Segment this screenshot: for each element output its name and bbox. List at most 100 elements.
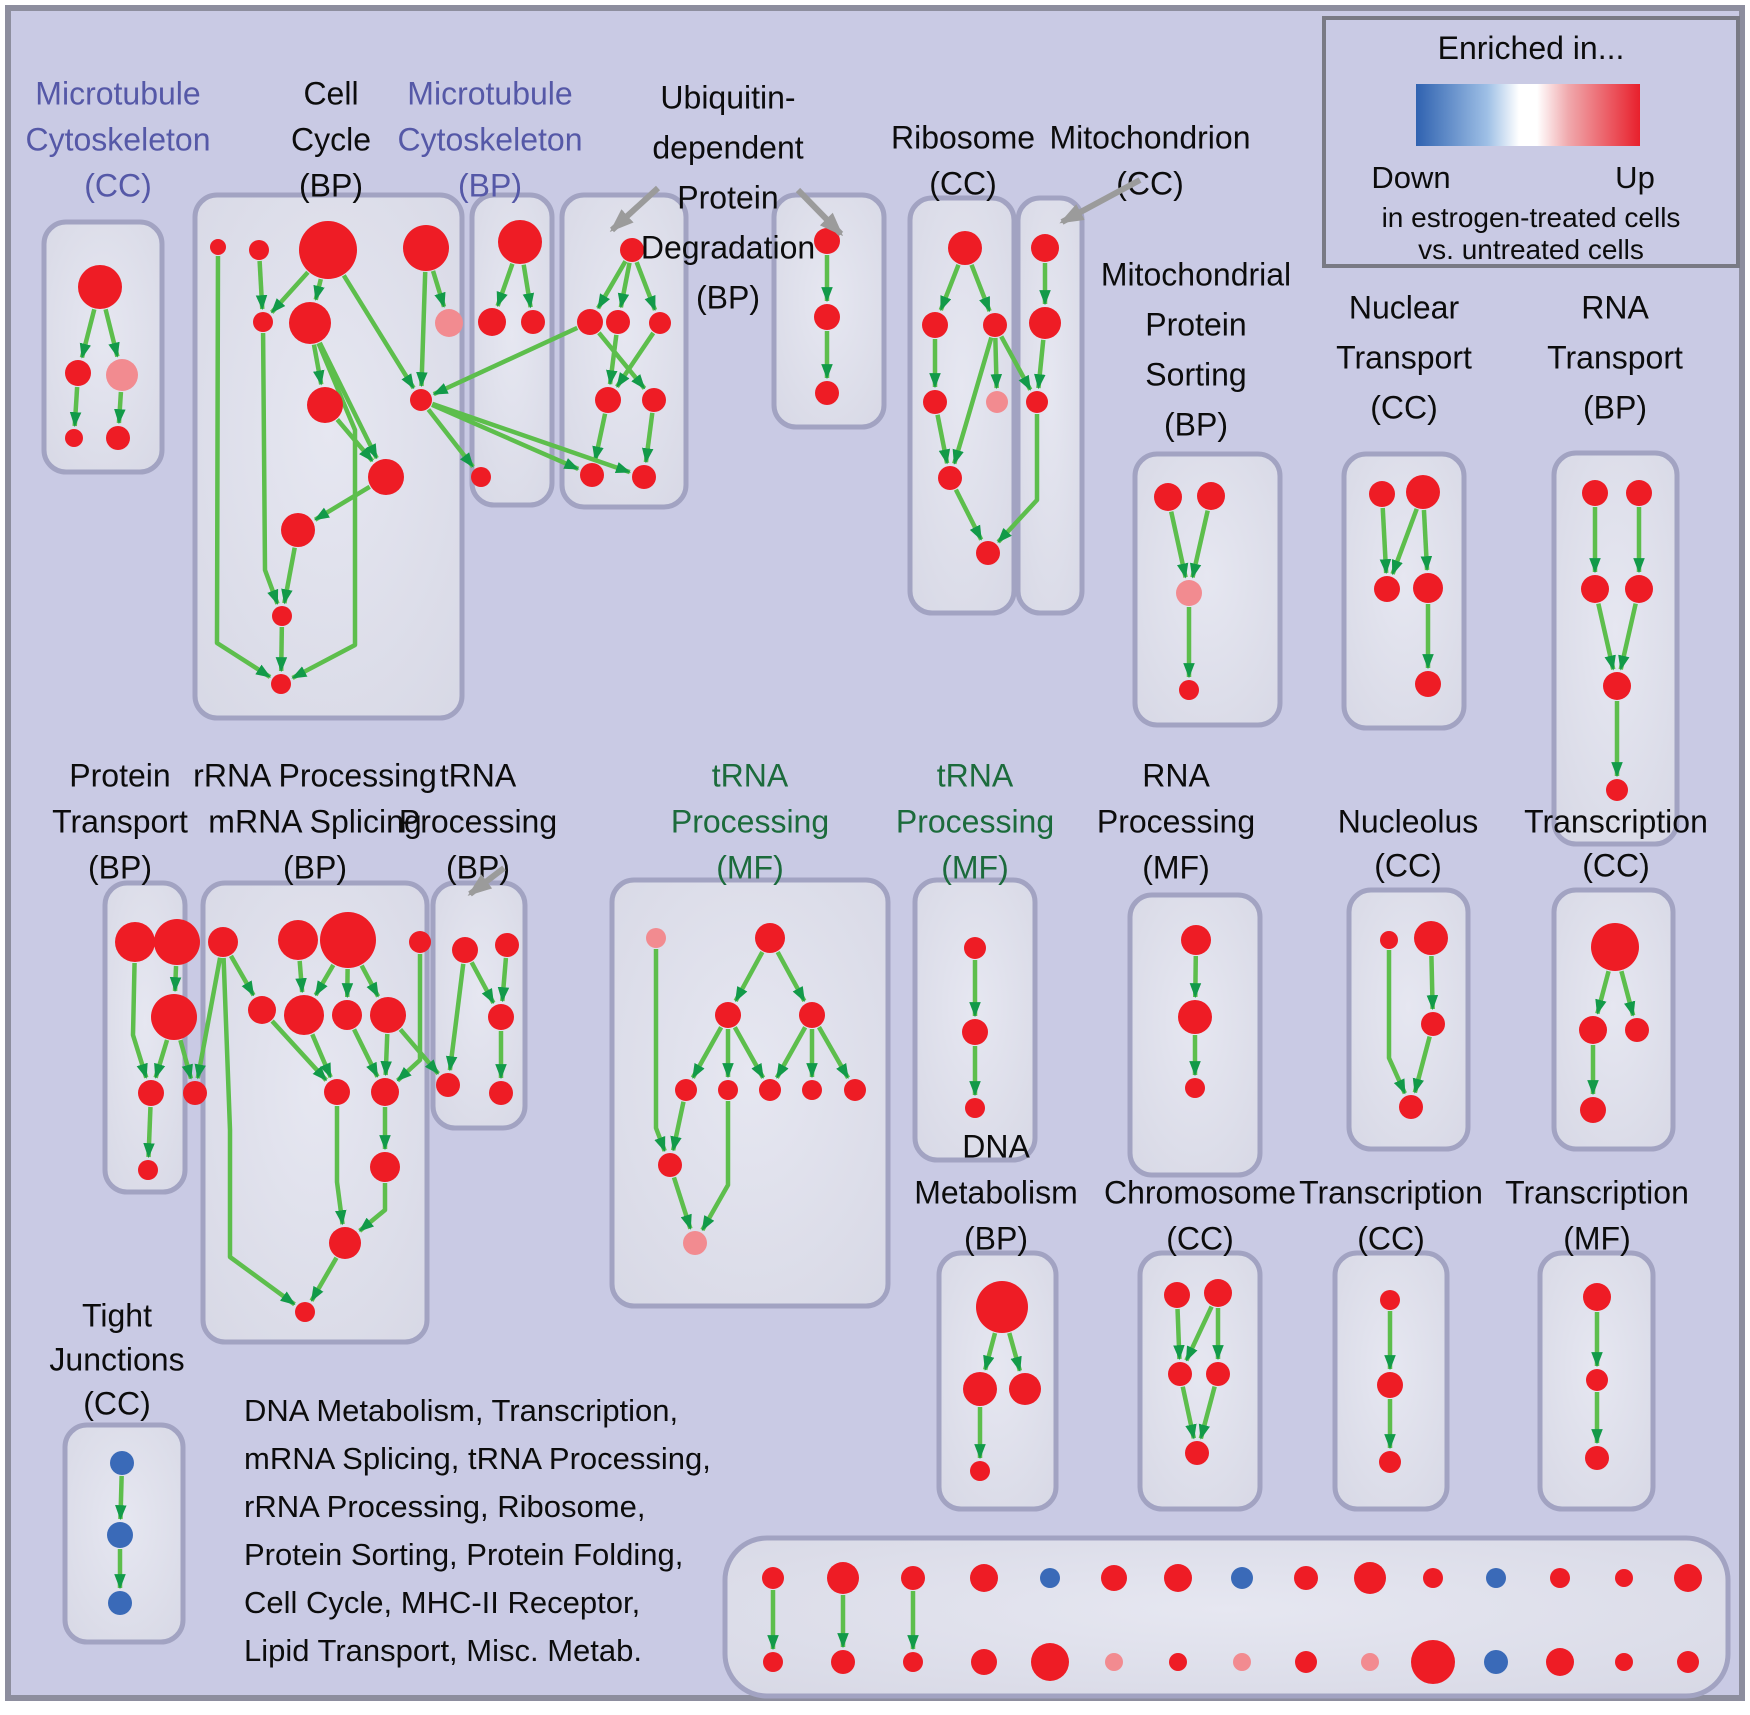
cluster-label-transcription-cc-top: (CC)	[1582, 847, 1650, 883]
edge-arrow	[130, 962, 149, 1079]
go-term-node	[272, 606, 292, 626]
go-term-node	[1040, 1568, 1060, 1588]
cluster-label-transcription-cc-bottom: (CC)	[1357, 1220, 1425, 1256]
go-term-node	[154, 919, 200, 965]
cluster-label-cell-cycle-bp: Cell	[303, 75, 358, 111]
edge-arrow	[469, 961, 496, 1004]
go-term-node	[110, 1451, 134, 1475]
go-term-node	[1294, 1566, 1318, 1590]
go-term-node	[1169, 1653, 1187, 1671]
go-term-node	[1625, 575, 1653, 603]
go-term-node	[577, 309, 603, 335]
go-term-node	[78, 265, 122, 309]
go-term-node	[646, 928, 666, 948]
misc-note-line: rRNA Processing, Ribosome,	[244, 1489, 645, 1524]
cluster-box-nuclear-transport-cc	[1341, 451, 1467, 731]
edge-arrow	[983, 1332, 998, 1371]
edge-arrow	[617, 262, 632, 309]
edge-arrow	[310, 1033, 333, 1079]
go-term-node	[138, 1160, 158, 1180]
go-term-node	[1421, 1012, 1445, 1036]
go-term-node	[1233, 1653, 1251, 1671]
edge-arrow	[317, 341, 379, 460]
go-term-node	[1206, 1362, 1230, 1386]
go-term-node	[1674, 1564, 1702, 1592]
edge-arrow	[1169, 511, 1189, 579]
edge-arrow	[426, 408, 475, 469]
go-term-node	[332, 1000, 362, 1030]
go-term-node	[1380, 931, 1398, 949]
go-term-node	[1295, 1651, 1317, 1673]
edge-arrow	[430, 270, 447, 308]
misc-note-line: Cell Cycle, MHC-II Receptor,	[244, 1585, 640, 1620]
cluster-label-rna-transport-bp: (BP)	[1583, 389, 1647, 425]
go-term-node	[253, 312, 273, 332]
go-term-node	[1179, 680, 1199, 700]
go-term-node	[762, 1567, 784, 1589]
go-term-node	[963, 1372, 997, 1406]
edge-arrow	[969, 263, 992, 313]
cluster-label-rrna-mrna-bp: rRNA Processing	[193, 757, 437, 793]
edge-arrow	[445, 963, 466, 1072]
go-term-node	[675, 1079, 697, 1101]
cluster-label-trna-processing-mf-1: Processing	[671, 803, 829, 839]
go-term-node	[1031, 234, 1059, 262]
cluster-label-trna-processing-mf-1: tRNA	[712, 757, 789, 793]
edge-arrow	[1412, 1035, 1432, 1094]
go-term-node	[844, 1079, 866, 1101]
cluster-label-microtubule-bp: Microtubule	[407, 75, 572, 111]
cluster-label-ribosome-cc: Ribosome	[891, 119, 1035, 155]
edge-arrow	[270, 270, 310, 314]
go-term-node	[1591, 923, 1639, 971]
cluster-label-ubiquitin-bp-a: Ubiquitin-	[660, 79, 795, 115]
edge-arrow	[169, 965, 182, 993]
go-term-node	[435, 309, 463, 337]
cluster-box-mitochondrion-cc	[1015, 195, 1085, 616]
go-term-node	[471, 467, 491, 487]
go-term-node	[1354, 1562, 1386, 1594]
go-term-node	[488, 1004, 514, 1030]
go-term-node	[1399, 1095, 1423, 1119]
edge-arrow	[309, 1256, 339, 1302]
cluster-box-rna-transport-bp	[1551, 450, 1680, 847]
edge-arrow	[732, 1026, 766, 1079]
edge-arrow	[1390, 508, 1419, 576]
edge-arrow	[935, 414, 951, 465]
cluster-label-ubiquitin-bp-a: Protein	[677, 179, 778, 215]
go-term-node	[903, 1652, 923, 1672]
edge-arrow	[1184, 1305, 1214, 1362]
edge-arrow	[952, 336, 994, 465]
cluster-label-transcription-mf: Transcription	[1505, 1174, 1689, 1210]
go-term-node	[370, 997, 406, 1033]
go-term-node	[1413, 573, 1443, 603]
go-term-node	[831, 1650, 855, 1674]
go-term-node	[658, 1153, 682, 1177]
edge-arrow	[335, 418, 375, 463]
cluster-label-protein-transport-bp: (BP)	[88, 849, 152, 885]
go-term-node	[289, 302, 331, 344]
edge-arrow	[214, 255, 272, 679]
cluster-label-tight-junctions-cc: Tight	[82, 1297, 152, 1333]
edge-arrow	[938, 263, 961, 312]
cluster-label-trna-processing-bp: tRNA	[440, 757, 517, 793]
go-term-node	[1105, 1653, 1123, 1671]
go-term-node	[799, 1002, 825, 1028]
go-term-node	[976, 1281, 1028, 1333]
go-term-node	[1178, 1000, 1212, 1034]
go-term-node	[489, 1081, 513, 1105]
go-term-node	[683, 1231, 707, 1255]
cluster-label-microtubule-bp: Cytoskeleton	[398, 121, 583, 157]
edge-arrow	[291, 342, 358, 680]
go-term-node	[368, 459, 404, 495]
edge-arrow	[1198, 1385, 1217, 1440]
cluster-label-mito-protein-sorting-bp: Sorting	[1145, 356, 1246, 392]
edge-arrow	[69, 386, 82, 428]
go-term-node	[948, 231, 982, 265]
go-term-node	[901, 1566, 925, 1590]
go-term-node	[1009, 1373, 1041, 1405]
go-term-node	[802, 1080, 822, 1100]
cluster-label-ubiquitin-bp-a: dependent	[652, 129, 803, 165]
cluster-label-microtubule-bp: (BP)	[458, 167, 522, 203]
cluster-label-cell-cycle-bp: (BP)	[299, 167, 363, 203]
go-term-node	[580, 463, 604, 487]
